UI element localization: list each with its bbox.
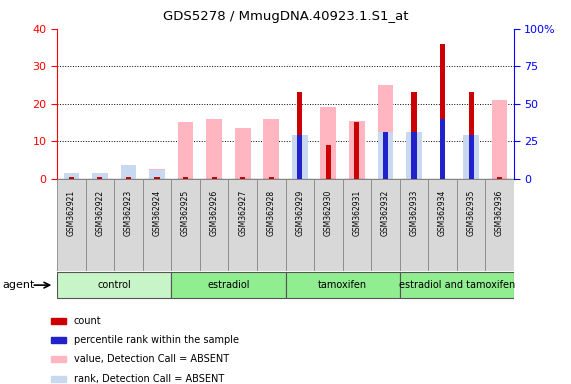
FancyBboxPatch shape bbox=[57, 272, 171, 298]
Bar bbox=[292, 135, 308, 179]
Bar bbox=[383, 177, 388, 179]
Text: GSM362932: GSM362932 bbox=[381, 190, 390, 236]
FancyBboxPatch shape bbox=[400, 272, 514, 298]
Bar bbox=[69, 177, 74, 179]
FancyBboxPatch shape bbox=[400, 179, 428, 271]
Bar bbox=[206, 119, 222, 179]
Bar bbox=[149, 170, 165, 179]
Text: GSM362922: GSM362922 bbox=[95, 190, 104, 236]
Text: tamoxifen: tamoxifen bbox=[318, 280, 367, 290]
FancyBboxPatch shape bbox=[143, 179, 171, 271]
Text: GSM362930: GSM362930 bbox=[324, 190, 333, 236]
Text: GSM362928: GSM362928 bbox=[267, 190, 276, 236]
FancyBboxPatch shape bbox=[286, 179, 314, 271]
Text: GSM362926: GSM362926 bbox=[210, 190, 219, 236]
Bar bbox=[411, 93, 416, 179]
FancyBboxPatch shape bbox=[200, 179, 228, 271]
Bar bbox=[51, 356, 66, 362]
Text: estradiol: estradiol bbox=[207, 280, 250, 290]
Bar bbox=[440, 44, 445, 179]
FancyBboxPatch shape bbox=[314, 179, 343, 271]
Text: control: control bbox=[97, 280, 131, 290]
Text: GSM362936: GSM362936 bbox=[495, 190, 504, 236]
Bar bbox=[178, 122, 194, 179]
Bar bbox=[497, 177, 502, 179]
Text: GSM362929: GSM362929 bbox=[295, 190, 304, 236]
Text: GSM362925: GSM362925 bbox=[181, 190, 190, 236]
FancyBboxPatch shape bbox=[171, 272, 286, 298]
Bar bbox=[51, 318, 66, 324]
Bar bbox=[354, 122, 360, 179]
Bar bbox=[292, 136, 308, 179]
Bar bbox=[406, 132, 422, 179]
Bar bbox=[325, 145, 331, 179]
Text: GSM362927: GSM362927 bbox=[238, 190, 247, 236]
Bar bbox=[154, 177, 160, 179]
FancyBboxPatch shape bbox=[171, 179, 200, 271]
Bar bbox=[211, 177, 216, 179]
Bar bbox=[51, 337, 66, 343]
Text: value, Detection Call = ABSENT: value, Detection Call = ABSENT bbox=[74, 354, 229, 364]
Text: GSM362934: GSM362934 bbox=[438, 190, 447, 236]
FancyBboxPatch shape bbox=[57, 179, 86, 271]
Bar bbox=[383, 132, 388, 179]
Bar bbox=[492, 100, 508, 179]
Bar bbox=[463, 135, 479, 179]
Bar bbox=[297, 93, 303, 179]
Bar bbox=[92, 173, 108, 179]
Text: GSM362935: GSM362935 bbox=[467, 190, 476, 236]
Text: rank, Detection Call = ABSENT: rank, Detection Call = ABSENT bbox=[74, 374, 224, 384]
Text: GSM362933: GSM362933 bbox=[409, 190, 419, 236]
FancyBboxPatch shape bbox=[485, 179, 514, 271]
Bar bbox=[63, 172, 79, 179]
Bar bbox=[63, 173, 79, 179]
Bar bbox=[468, 93, 474, 179]
Text: GSM362924: GSM362924 bbox=[152, 190, 162, 236]
Text: GSM362921: GSM362921 bbox=[67, 190, 76, 236]
Bar bbox=[411, 132, 416, 179]
Bar bbox=[51, 376, 66, 382]
Bar bbox=[183, 177, 188, 179]
Text: percentile rank within the sample: percentile rank within the sample bbox=[74, 335, 239, 345]
Bar bbox=[377, 132, 393, 179]
Bar bbox=[349, 121, 365, 179]
FancyBboxPatch shape bbox=[457, 179, 485, 271]
FancyBboxPatch shape bbox=[257, 179, 286, 271]
Bar bbox=[377, 85, 393, 179]
Text: agent: agent bbox=[3, 280, 35, 290]
Text: estradiol and tamoxifen: estradiol and tamoxifen bbox=[399, 280, 515, 290]
Text: GSM362931: GSM362931 bbox=[352, 190, 361, 236]
Bar bbox=[120, 165, 136, 179]
Bar bbox=[97, 177, 103, 179]
Bar bbox=[468, 135, 474, 179]
Bar bbox=[149, 169, 165, 179]
Bar bbox=[92, 172, 108, 179]
FancyBboxPatch shape bbox=[343, 179, 371, 271]
Bar bbox=[235, 128, 251, 179]
Bar bbox=[268, 177, 274, 179]
Text: GDS5278 / MmugDNA.40923.1.S1_at: GDS5278 / MmugDNA.40923.1.S1_at bbox=[163, 10, 408, 23]
Bar bbox=[263, 119, 279, 179]
FancyBboxPatch shape bbox=[428, 179, 457, 271]
Text: GSM362923: GSM362923 bbox=[124, 190, 133, 236]
FancyBboxPatch shape bbox=[114, 179, 143, 271]
FancyBboxPatch shape bbox=[228, 179, 257, 271]
Bar bbox=[240, 177, 245, 179]
Bar bbox=[297, 135, 303, 179]
Bar bbox=[320, 108, 336, 179]
FancyBboxPatch shape bbox=[86, 179, 114, 271]
FancyBboxPatch shape bbox=[286, 272, 400, 298]
Bar bbox=[126, 177, 131, 179]
FancyBboxPatch shape bbox=[371, 179, 400, 271]
Text: count: count bbox=[74, 316, 102, 326]
Bar bbox=[440, 119, 445, 179]
